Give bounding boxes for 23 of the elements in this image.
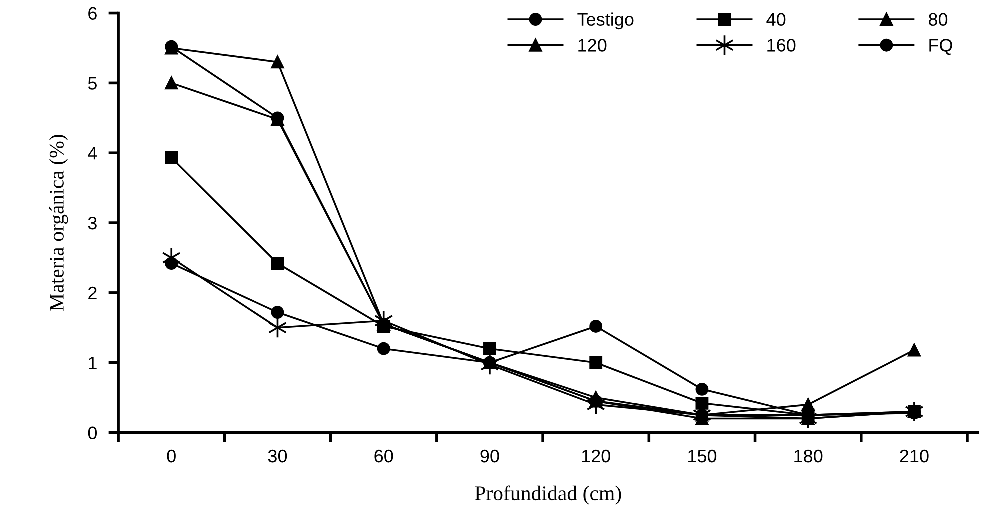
x-tick-label: 60: [374, 450, 394, 463]
legend-label: 160: [768, 39, 796, 52]
x-axis-title: Profundidad (cm): [475, 486, 622, 505]
x-tick-label: 30: [268, 450, 288, 463]
y-tick-label: 4: [88, 147, 98, 160]
x-tick-label: 180: [794, 450, 823, 463]
y-tick-label: 1: [89, 356, 97, 370]
x-tick-label: 0: [167, 450, 176, 463]
x-tick-label: 210: [900, 450, 929, 463]
y-tick-label: 2: [88, 286, 97, 300]
legend-label: Testigo: [578, 12, 634, 30]
y-axis-title: Materia orgánica (%): [49, 135, 68, 312]
y-tick-label: 0: [88, 426, 98, 440]
legend-label: FQ: [930, 39, 952, 56]
legend-label: 80: [928, 13, 948, 26]
x-tick-label: 120: [582, 450, 610, 463]
y-tick-label: 6: [88, 7, 97, 20]
y-tick-label: 5: [88, 77, 97, 90]
x-tick-label: 90: [480, 450, 500, 463]
x-tick-label: 150: [688, 450, 717, 463]
legend-label: 40: [766, 13, 786, 26]
legend-label: 120: [578, 39, 607, 52]
y-tick-label: 3: [88, 216, 97, 230]
